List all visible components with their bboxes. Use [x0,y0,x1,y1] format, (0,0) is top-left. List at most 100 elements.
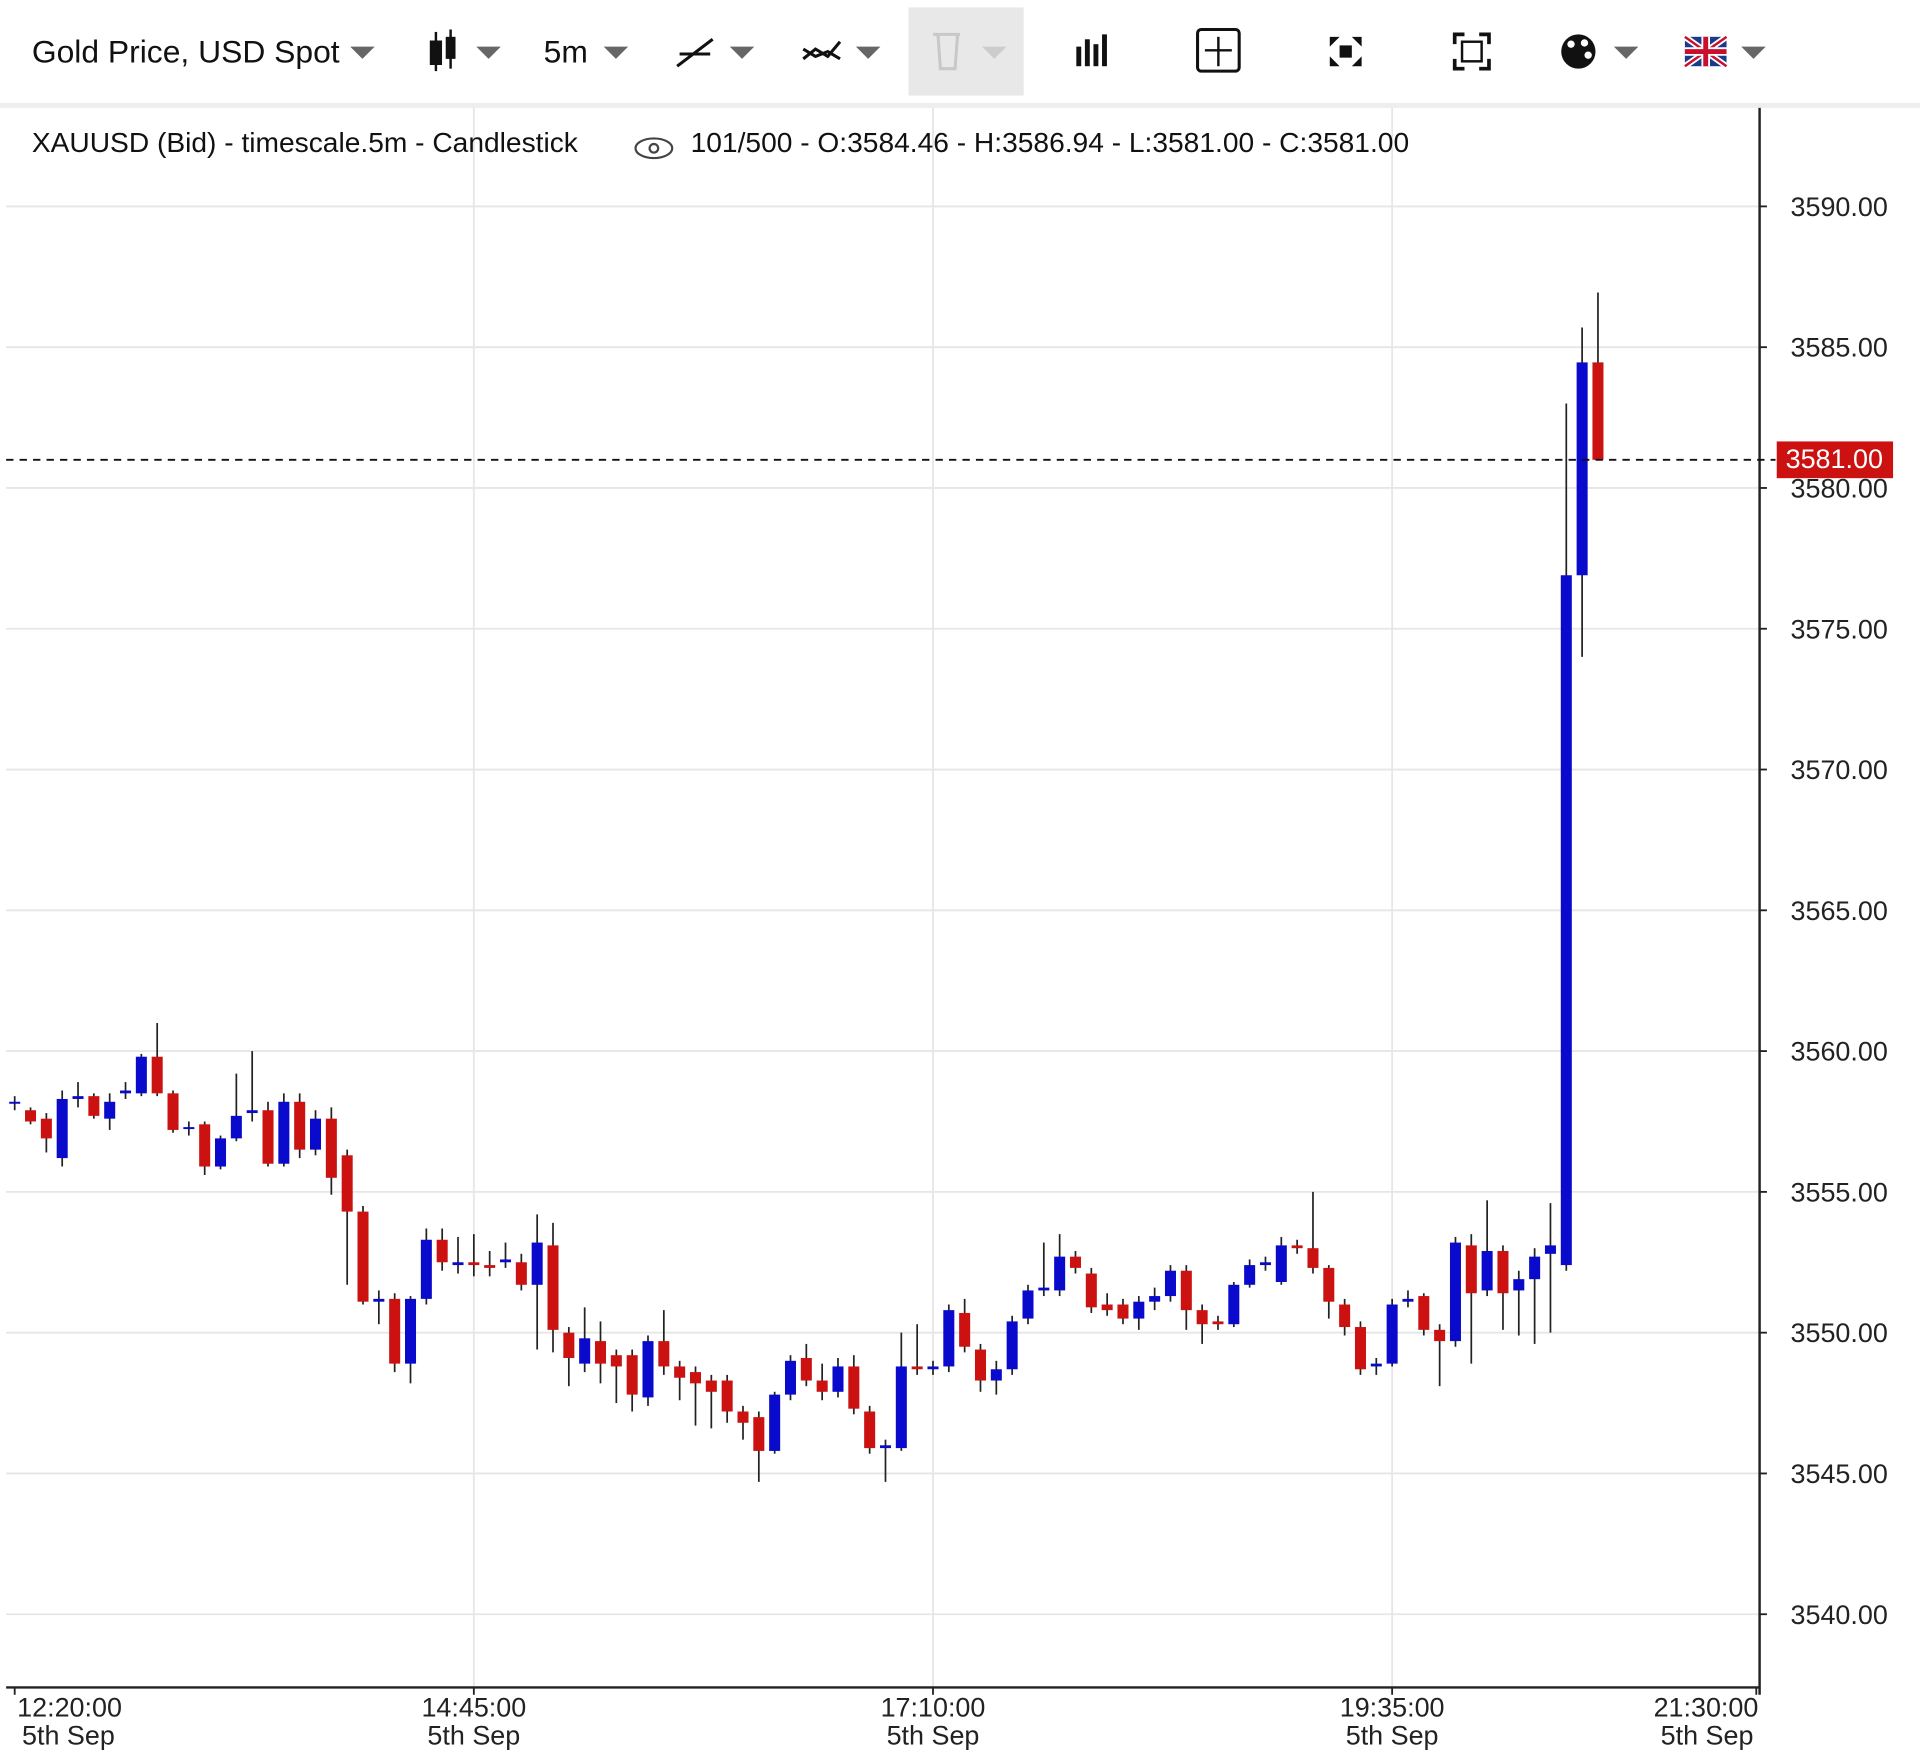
candle-body [1038,1287,1050,1291]
plot: 3540.00 3545.00 3550.00 3555.00 3560.00 3565.… [6,107,1894,1751]
candle-body [515,1262,527,1285]
dropdown-arrow[interactable] [1741,46,1766,59]
candle-body [610,1355,622,1367]
candle-body [658,1341,670,1367]
candle-body [1180,1270,1192,1311]
language-flag[interactable] [1683,34,1729,69]
candle-body [72,1096,84,1099]
candle-icon[interactable] [429,29,456,72]
dropdown-arrow[interactable] [729,46,755,59]
x-tick-time: 14:45:00 [421,1693,526,1723]
delete-button-bg[interactable] [908,7,1024,96]
candle-body [1529,1256,1541,1280]
candle-body [674,1366,686,1378]
candle-body [120,1090,132,1094]
candle-body [325,1118,337,1178]
dropdown-arrow[interactable] [982,46,1007,59]
candle-body [246,1110,258,1114]
y-tick-label: 3590.00 [1791,192,1888,222]
timescale-selector[interactable]: 5m [544,33,588,69]
candle-body [1513,1279,1525,1291]
fullscreen-icon[interactable] [1329,36,1362,67]
candle-body [484,1265,496,1268]
candle-body [1386,1304,1398,1364]
candle-body [1228,1284,1240,1325]
indicator-icon[interactable] [802,40,842,61]
candle-body [1259,1262,1271,1266]
candle-body [579,1338,591,1364]
candle-body [1212,1321,1224,1325]
candle-body [436,1239,448,1263]
candle-body [230,1115,242,1139]
candle-body [40,1118,52,1139]
candle-body [753,1417,765,1451]
toolbar-shadow [0,102,1920,108]
candle-body [1449,1242,1461,1342]
candle-body [1544,1245,1556,1254]
dropdown-arrow[interactable] [476,46,501,59]
crosshair-icon[interactable] [1196,27,1241,73]
candle-body [800,1358,812,1381]
fit-icon[interactable] [1452,32,1491,71]
y-tick-label: 3560.00 [1791,1037,1888,1067]
candle-body [1481,1251,1493,1291]
candle-body [294,1101,306,1150]
x-tick-date: 5th Sep [887,1721,980,1751]
y-tick-label: 3565.00 [1791,896,1888,926]
candle-body [531,1242,543,1285]
line-tool-icon[interactable] [676,38,714,68]
candle-body [1370,1363,1382,1367]
candle-body [1497,1251,1509,1294]
candle-body [594,1341,607,1364]
theme-icon[interactable] [1561,34,1596,69]
x-tick-time: 19:35:00 [1340,1693,1445,1723]
candle-body [1133,1301,1145,1319]
candle-body [705,1380,717,1392]
candle-body [1323,1267,1335,1302]
dropdown-arrow[interactable] [855,46,881,59]
candle-body [879,1445,891,1449]
y-tick-label: 3580.00 [1791,474,1888,504]
volume-icon[interactable] [1076,34,1107,67]
candle-body [1307,1248,1319,1268]
y-tick-label: 3550.00 [1791,1318,1888,1348]
candle-body [104,1101,116,1119]
candle-body [1576,362,1588,576]
candle-body [341,1155,353,1212]
y-tick-label: 3540.00 [1791,1600,1888,1630]
candle-body [737,1411,749,1423]
dropdown-arrow[interactable] [350,46,375,59]
trash-icon[interactable] [933,32,960,71]
candle-body [547,1245,559,1330]
candle-body [784,1360,797,1395]
candle-body [1085,1273,1097,1308]
candle-body [943,1310,955,1367]
candle-body [721,1380,733,1412]
y-tick-label: 3545.00 [1791,1459,1888,1489]
candle-body [1339,1304,1351,1328]
candle-body [88,1096,100,1116]
candle-body [1117,1304,1129,1319]
candle-body [911,1366,923,1370]
eye-icon[interactable] [634,137,674,160]
candle-body [1244,1265,1256,1285]
dropdown-arrow[interactable] [603,46,629,59]
candle-body [452,1262,464,1266]
x-tick-date: 5th Sep [22,1721,115,1751]
candle-body [1434,1329,1446,1342]
dropdown-arrow[interactable] [1613,46,1639,59]
chart-title: XAUUSD (Bid) - timescale.5m - Candlestic… [32,127,579,158]
x-tick-date: 5th Sep [1661,1721,1754,1751]
candle-body [56,1098,68,1159]
y-tick-label: 3585.00 [1791,333,1888,363]
candle-body [864,1411,876,1449]
candle-body [895,1366,907,1449]
candle-body [499,1259,512,1263]
candle-body [848,1366,860,1409]
ohlc-info: 101/500 - O:3584.46 - H:3586.94 - L:3581… [691,127,1410,158]
candle-body [199,1124,211,1167]
candle-body [1291,1245,1303,1249]
instrument-selector[interactable]: Gold Price, USD Spot [32,33,340,69]
